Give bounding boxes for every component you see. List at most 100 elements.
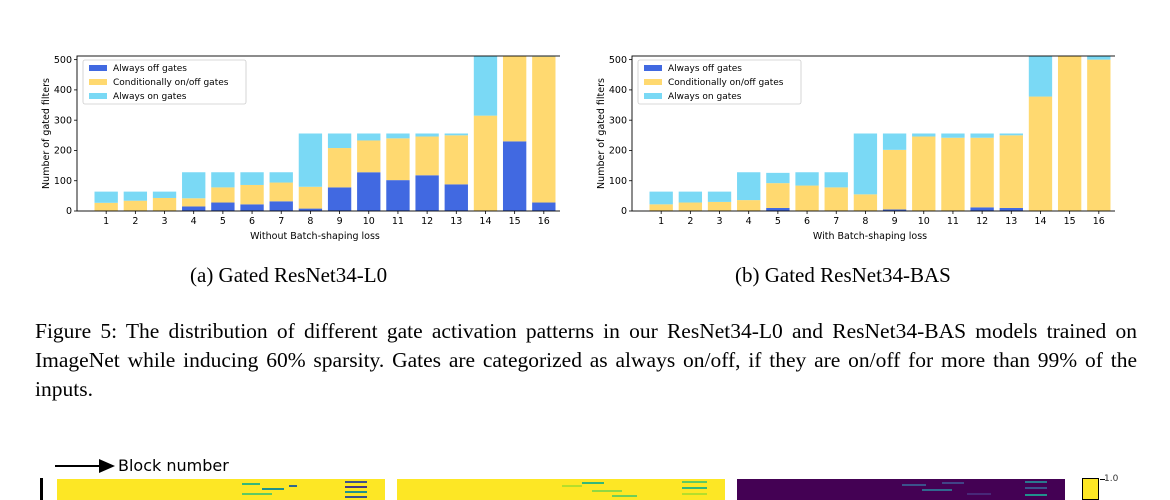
bar-2-s3-1	[649, 191, 673, 205]
y-tick-label: 200	[609, 146, 627, 157]
bar-2-s2-16	[1087, 59, 1111, 211]
y-tick-label: 200	[54, 146, 72, 157]
bar-1-s2-15	[502, 56, 527, 142]
x-tick-label: 10	[918, 216, 930, 227]
bar-1-s3-12	[415, 133, 439, 137]
x-tick-label: 7	[833, 216, 839, 227]
bar-2-s3-6	[795, 172, 819, 186]
bar-1-s1-11	[386, 180, 410, 211]
x-tick-label: 11	[392, 216, 404, 227]
bar-1-s3-11	[386, 133, 410, 139]
bar-2-s3-16	[1087, 56, 1111, 60]
bar-1-s3-7	[269, 172, 293, 183]
x-tick-label: 8	[862, 216, 868, 227]
y-tick-label: 300	[609, 115, 627, 126]
x-tick-label: 12	[421, 216, 433, 227]
bar-1-s1-16	[532, 202, 556, 211]
colorbar-max-label: 1.0	[1104, 474, 1119, 484]
bar-2-s2-14	[1028, 96, 1053, 211]
bar-1-s3-10	[357, 133, 381, 141]
bar-1-s2-14	[473, 115, 498, 211]
x-tick-label: 10	[363, 216, 375, 227]
bar-1-s2-8	[298, 186, 323, 209]
bar-1-s2-4	[182, 198, 206, 207]
bar-1-s3-3	[152, 191, 177, 198]
bar-2-s1-5	[766, 207, 790, 211]
y-tick-label: 100	[54, 176, 72, 187]
x-tick-label: 14	[1034, 216, 1046, 227]
heatmap-texture-3	[902, 481, 1047, 496]
bar-1-s3-2	[123, 191, 148, 201]
chart-a: 1 2 3 4 5 6 7 8 9 10 11 12 13 14 15 160100200300400500W…	[41, 55, 560, 242]
x-tick-label: 16	[538, 216, 550, 227]
x-tick-label: 9	[892, 216, 898, 227]
bar-2-s3-2	[678, 191, 703, 203]
bar-2-s2-9	[882, 149, 907, 210]
x-tick-label: 15	[509, 216, 521, 227]
bar-1-s2-10	[357, 140, 381, 173]
y-tick-label: 100	[609, 176, 627, 187]
bar-1-s3-14	[473, 56, 498, 116]
chart-b: 1 2 3 4 5 6 7 8 9 10 11 12 13 14 15 160100200300400500W…	[596, 55, 1115, 242]
bar-2-s3-9	[882, 133, 907, 150]
heatmap-texture-1	[242, 481, 367, 498]
x-tick-label: 13	[1005, 216, 1017, 227]
legend-swatch-3	[644, 93, 662, 99]
legend-swatch-2	[89, 79, 107, 85]
subcaption-b: (b) Gated ResNet34-BAS	[735, 263, 951, 287]
x-tick-label: 1	[103, 216, 109, 227]
bar-1-s2-9	[327, 148, 352, 188]
legend-swatch-1	[89, 65, 107, 71]
bar-2-s2-11	[941, 137, 965, 211]
bar-1-s1-12	[415, 175, 439, 211]
bar-1-s1-7	[269, 201, 293, 211]
x-tick-label: 5	[220, 216, 226, 227]
x-tick-label: 2	[687, 216, 693, 227]
legend-box	[82, 59, 247, 105]
y-tick-label: 400	[609, 85, 627, 96]
bar-1-s3-9	[327, 133, 352, 149]
x-tick-label: 3	[162, 216, 168, 227]
y-tick-label: 0	[66, 206, 72, 217]
y-axis-label: Number of gated filters	[596, 78, 607, 189]
bar-2-s1-12	[970, 207, 994, 211]
x-tick-label: 12	[976, 216, 988, 227]
bar-1-s2-13	[444, 135, 468, 185]
x-tick-label: 4	[746, 216, 752, 227]
figure-caption: Figure 5: The distribution of different …	[35, 319, 1137, 401]
x-tick-label: 6	[249, 216, 255, 227]
x-axis-label: With Batch-shaping loss	[813, 231, 927, 242]
bar-2-s2-13	[999, 135, 1023, 208]
x-tick-label: 7	[278, 216, 284, 227]
bar-2-s2-3	[707, 201, 732, 211]
y-tick-label: 500	[54, 55, 72, 66]
bar-2-s3-8	[853, 133, 878, 195]
bar-1-s3-6	[240, 172, 264, 185]
bar-2-s3-14	[1028, 56, 1053, 97]
x-tick-label: 2	[132, 216, 138, 227]
bar-1-s2-1	[94, 202, 118, 211]
bar-2-s2-8	[853, 194, 878, 211]
legend-label-1: Always off gates	[113, 64, 187, 74]
bar-2-s2-12	[970, 137, 994, 208]
bar-2-s3-5	[766, 172, 790, 184]
y-tick-label: 400	[54, 85, 72, 96]
bar-2-s2-5	[766, 183, 790, 208]
legend-box	[637, 59, 802, 105]
bar-1-s1-13	[444, 184, 468, 211]
x-tick-label: 3	[717, 216, 723, 227]
legend-label-2: Conditionally on/off gates	[668, 78, 784, 88]
bar-2-s1-9	[882, 209, 907, 211]
heatmap-panel-3	[737, 479, 1065, 500]
bar-1-s1-4	[182, 206, 206, 211]
x-tick-label: 9	[337, 216, 343, 227]
x-tick-label: 1	[658, 216, 664, 227]
bar-2-s3-11	[941, 133, 965, 138]
bar-1-s1-9	[327, 187, 352, 211]
bar-2-s3-13	[999, 133, 1023, 136]
legend-label-3: Always on gates	[668, 92, 742, 102]
legend-swatch-2	[644, 79, 662, 85]
x-tick-label: 16	[1093, 216, 1105, 227]
subcaption-a: (a) Gated ResNet34-L0	[190, 263, 388, 287]
bar-1-s1-6	[240, 204, 264, 211]
